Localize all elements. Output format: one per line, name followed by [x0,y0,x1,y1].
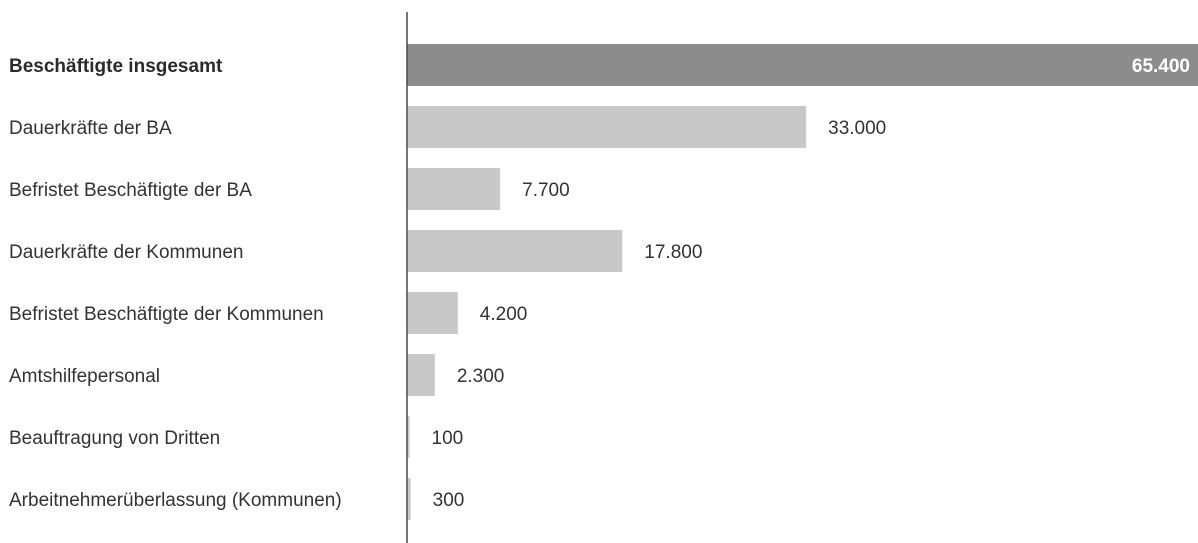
category-label-2: Befristet Beschäftigte der BA [9,180,252,201]
value-label-2: 7.700 [522,180,570,201]
value-label-1: 33.000 [828,118,886,139]
bar-5 [407,354,435,396]
bars-layer [407,44,1198,520]
bar-1 [407,106,807,148]
value-label-6: 100 [432,428,464,449]
bar-6 [407,416,410,458]
value-label-3: 17.800 [644,242,702,263]
category-label-1: Dauerkräfte der BA [9,118,172,139]
value-label-0: 65.400 [1132,56,1190,77]
category-label-3: Dauerkräfte der Kommunen [9,242,243,263]
bar-4 [407,292,458,334]
bar-2 [407,168,501,210]
bar-3 [407,230,623,272]
category-label-7: Arbeitnehmerüberlassung (Kommunen) [9,490,342,511]
bar-0 [407,44,1198,86]
category-label-0: Beschäftigte insgesamt [9,56,223,77]
category-label-6: Beauftragung von Dritten [9,428,220,449]
category-label-4: Befristet Beschäftigte der Kommunen [9,304,324,325]
bar-7 [407,478,411,520]
labels-layer: Beschäftigte insgesamt 65.400 Dauerkräfte … [9,56,1190,511]
value-label-5: 2.300 [457,366,505,387]
category-label-5: Amtshilfepersonal [9,366,160,387]
value-label-4: 4.200 [480,304,528,325]
value-label-7: 300 [433,490,465,511]
